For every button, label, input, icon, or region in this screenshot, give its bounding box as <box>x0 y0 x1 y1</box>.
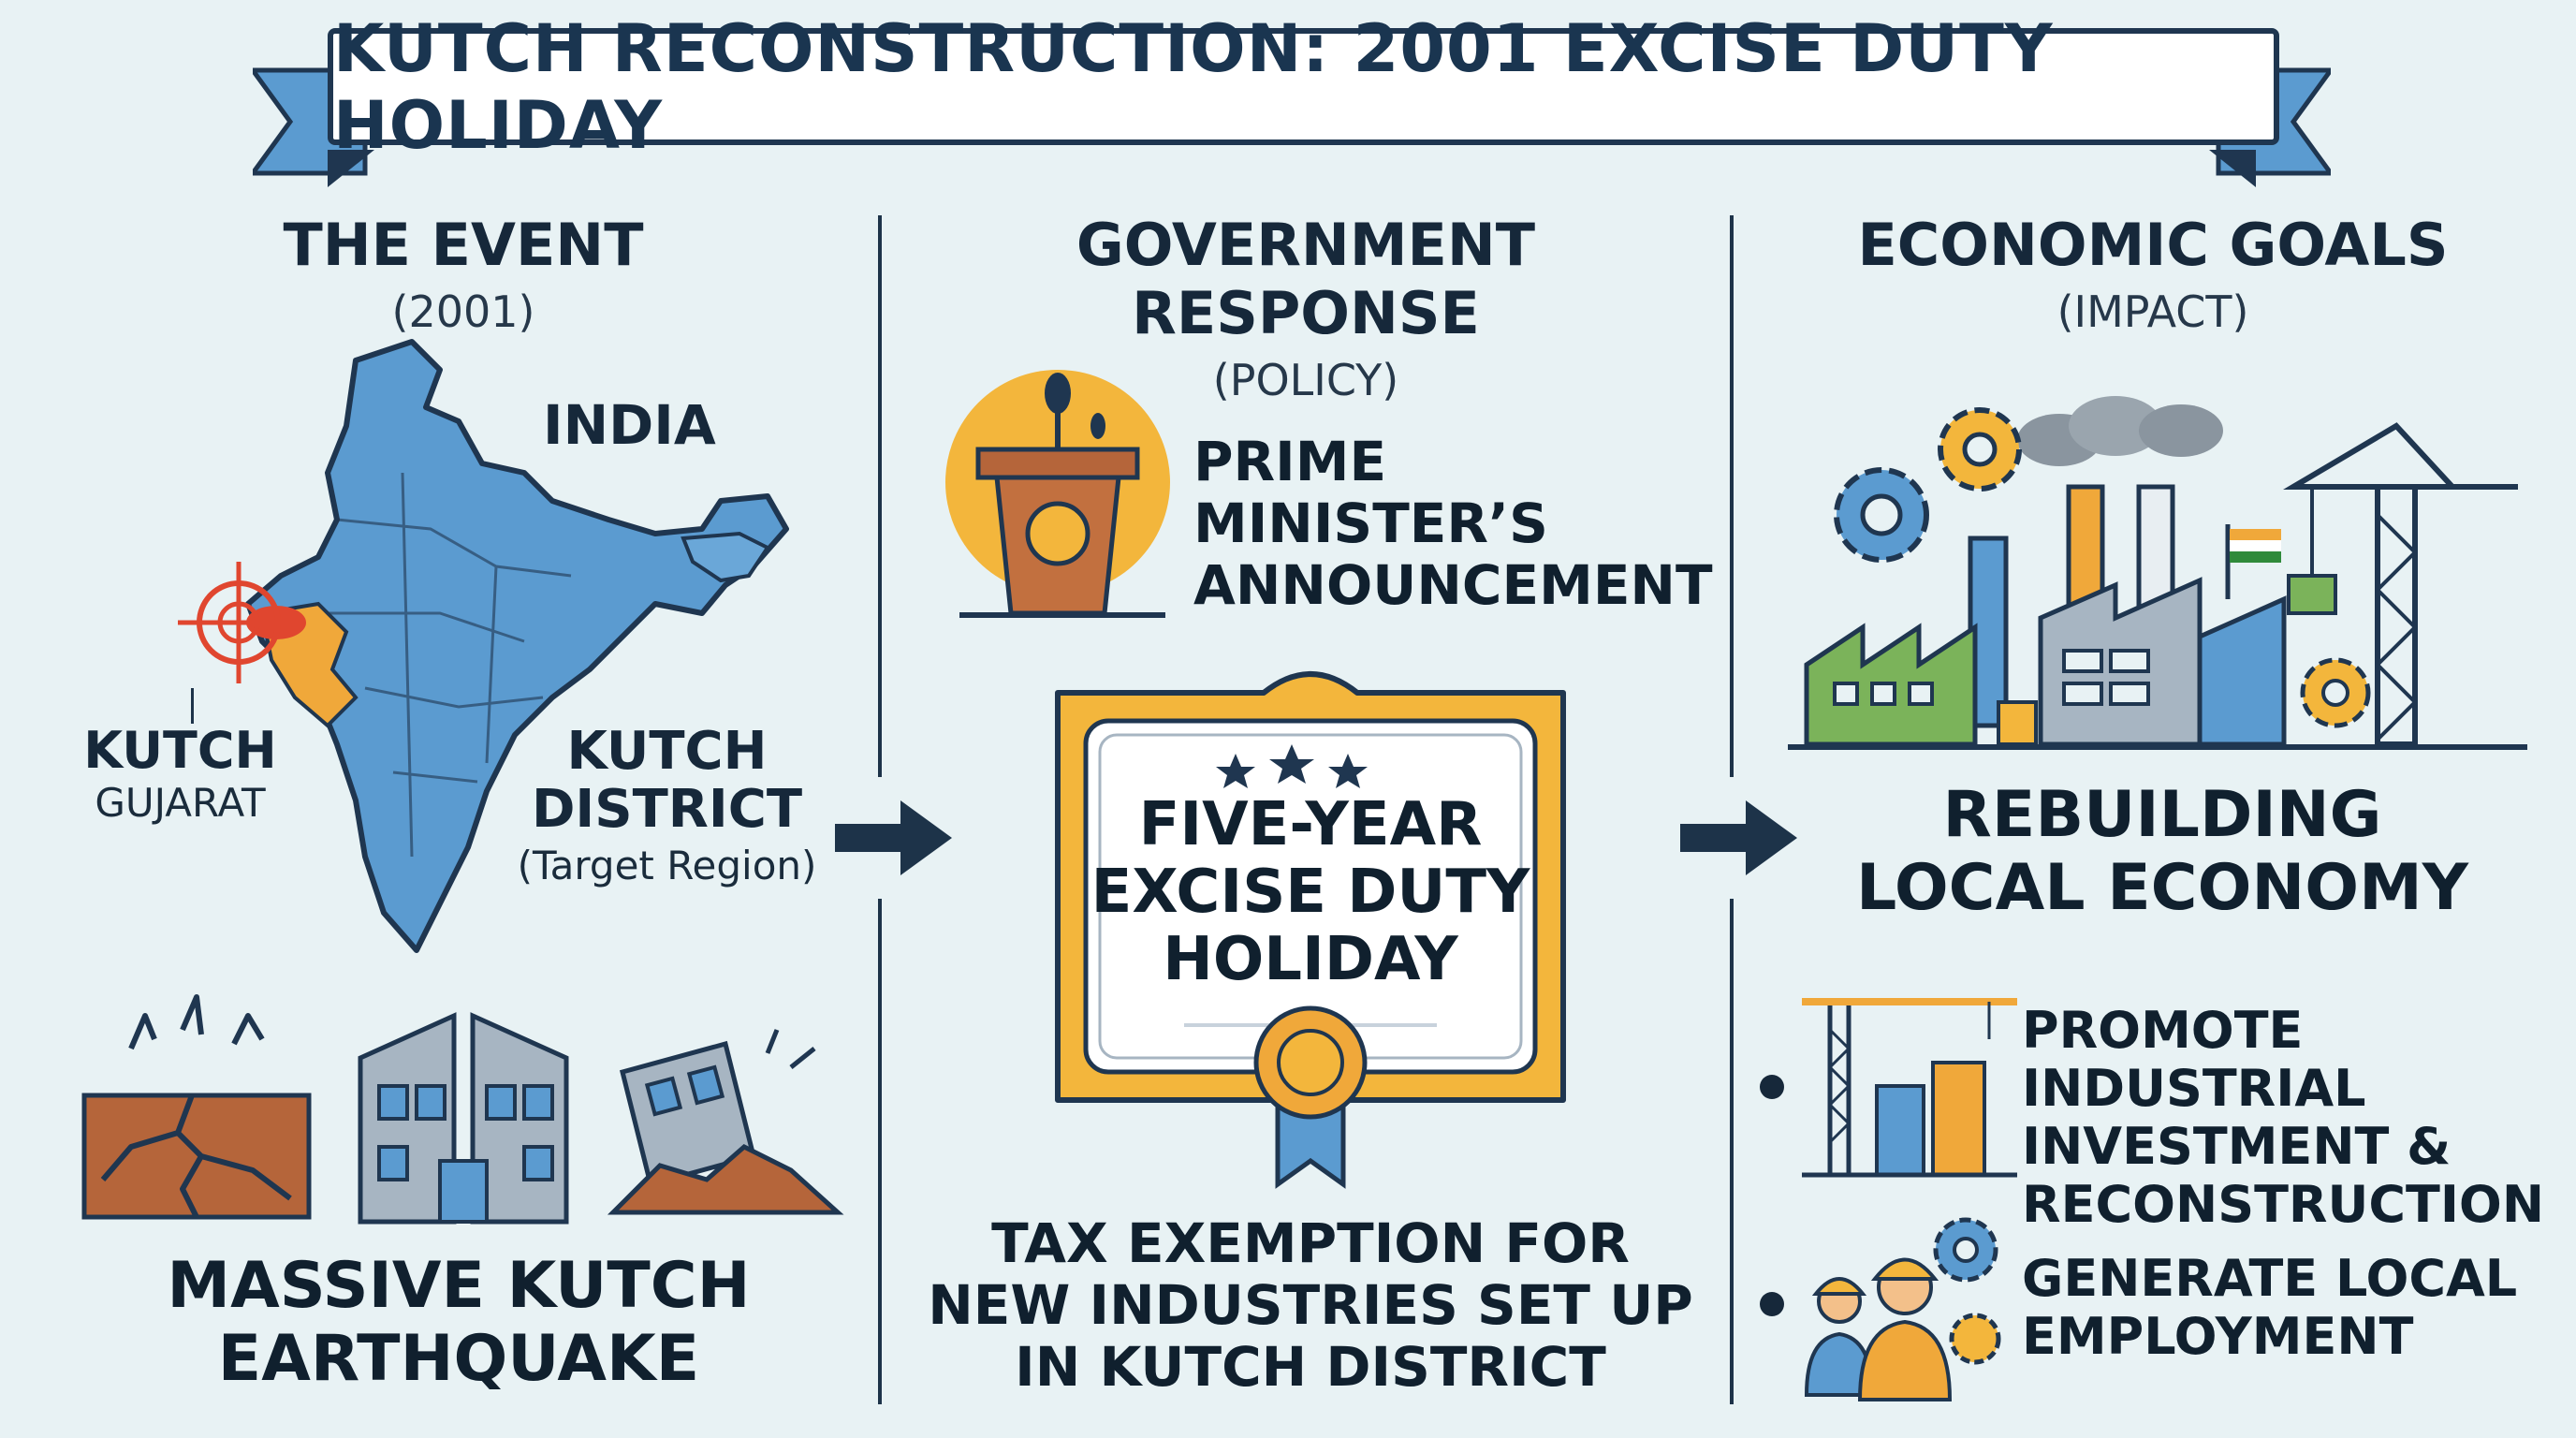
gear-icon <box>1834 467 1929 563</box>
gear-icon <box>1933 1217 1998 1283</box>
goal-promote: PROMOTE INDUSTRIAL INVESTMENT & RECONSTR… <box>2022 1002 2574 1234</box>
certificate-line1: FIVE-YEAR <box>1138 790 1483 859</box>
district-label-line2: DISTRICT <box>531 779 803 840</box>
india-flag-icon <box>2225 524 2281 599</box>
goal2-line2: EMPLOYMENT <box>2022 1307 2414 1366</box>
goal1-line3: RECONSTRUCTION <box>2022 1175 2545 1234</box>
gear-icon <box>1949 1313 2001 1365</box>
cracked-building-icon <box>358 1012 569 1225</box>
marker-label-state: GUJARAT <box>95 780 266 826</box>
column-subheading: (POLICY) <box>1212 355 1399 405</box>
response-column: GOVERNMENT RESPONSE (POLICY) <box>908 211 1704 405</box>
response-caption-line1: TAX EXEMPTION FOR <box>991 1211 1630 1275</box>
arrow-right-icon <box>1680 800 1797 875</box>
column-subheading: (IMPACT) <box>2056 286 2249 337</box>
page-title: KUTCH RECONSTRUCTION: 2001 EXCISE DUTY H… <box>333 9 2054 164</box>
divider-right-bottom <box>1730 899 1734 1404</box>
arrow-right-icon <box>835 800 952 875</box>
divider-left-bottom <box>878 899 882 1404</box>
workers-icon <box>1804 1217 2001 1401</box>
map-label-india: INDIA <box>543 393 716 457</box>
construction-site-icon <box>1802 998 2017 1178</box>
podium-icon <box>945 370 1170 618</box>
goals-main-line1: REBUILDING <box>1942 778 2382 852</box>
marker-label: KUTCH GUJARAT <box>75 721 285 826</box>
collapsed-building-icon <box>607 1029 844 1215</box>
goal-employment: GENERATE LOCAL EMPLOYMENT <box>2022 1250 2574 1366</box>
award-ribbon-icon <box>1253 1005 1368 1189</box>
target-crosshair-icon <box>178 562 300 683</box>
response-caption-line2: NEW INDUSTRIES SET UP <box>928 1273 1693 1337</box>
district-label-line1: KUTCH <box>566 721 768 782</box>
gear-icon <box>1938 407 2022 492</box>
goal1-line2: INVESTMENT & <box>2022 1117 2452 1176</box>
column-heading: THE EVENT <box>283 211 644 279</box>
certificate-line2: EXCISE DUTY <box>1090 858 1530 927</box>
event-column: THE EVENT (2001) <box>183 211 744 337</box>
response-caption-line3: IN KUTCH DISTRICT <box>1015 1335 1606 1399</box>
goals-main-line2: LOCAL ECONOMY <box>1855 851 2469 925</box>
marker-label-title: KUTCH <box>83 721 277 780</box>
goal1-line1: PROMOTE INDUSTRIAL <box>2022 1001 2366 1118</box>
announcement-label: PRIME MINISTER’S ANNOUNCEMENT <box>1193 430 1713 617</box>
certificate-icon <box>1055 671 1566 1103</box>
divider-left-top <box>878 215 882 777</box>
tower-crane-icon <box>2283 422 2518 747</box>
ground-crack-icon <box>81 994 312 1220</box>
column-subheading: (2001) <box>391 286 535 337</box>
event-caption: MASSIVE KUTCH EARTHQUAKE <box>112 1250 805 1396</box>
announcement-line2: ANNOUNCEMENT <box>1193 553 1713 617</box>
goal2-line1: GENERATE LOCAL <box>2022 1249 2518 1308</box>
district-label: KUTCH DISTRICT (Target Region) <box>505 721 828 889</box>
column-heading: ECONOMIC GOALS <box>1857 211 2449 279</box>
column-heading: GOVERNMENT RESPONSE <box>1076 211 1536 347</box>
marker-leader-line <box>191 688 194 724</box>
certificate-text: FIVE-YEAR EXCISE DUTY HOLIDAY <box>1076 791 1544 993</box>
india-map-icon <box>245 339 789 953</box>
response-caption: TAX EXEMPTION FOR NEW INDUSTRIES SET UP … <box>908 1212 1713 1398</box>
announcement-line1: PRIME MINISTER’S <box>1193 430 1548 555</box>
divider-right-top <box>1730 215 1734 777</box>
bullet <box>1760 1075 1784 1099</box>
bullet <box>1760 1292 1784 1316</box>
event-caption-line2: EARTHQUAKE <box>217 1322 700 1396</box>
event-caption-line1: MASSIVE KUTCH <box>167 1249 751 1323</box>
title-box: KUTCH RECONSTRUCTION: 2001 EXCISE DUTY H… <box>328 10 2279 164</box>
goals-column: ECONOMIC GOALS (IMPACT) <box>1760 211 2546 337</box>
gear-icon <box>2300 657 2371 728</box>
certificate-line3: HOLIDAY <box>1163 925 1458 994</box>
goals-main: REBUILDING LOCAL ECONOMY <box>1760 779 2565 925</box>
district-label-line3: (Target Region) <box>517 843 817 888</box>
factory-icon <box>1788 396 2527 750</box>
